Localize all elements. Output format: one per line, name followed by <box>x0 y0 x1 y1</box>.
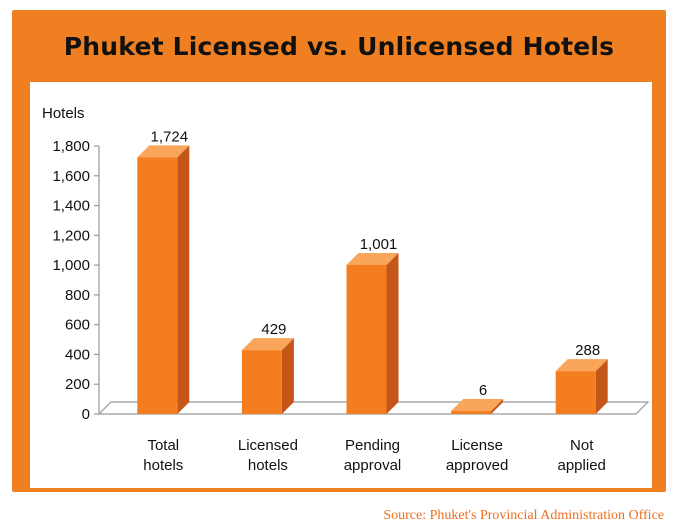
bar-side-4 <box>595 359 608 414</box>
bar-2 <box>346 264 387 414</box>
bar-top-1 <box>241 338 294 351</box>
y-tick-label-800: 800 <box>65 287 90 304</box>
bar-side-2 <box>386 252 399 414</box>
x-tick-label-3-1: approved <box>446 457 509 474</box>
bar-top-4 <box>555 359 608 372</box>
bar-chart: 0 200 400 600 800 1,000 1,200 1,400 1,600 1,800 Ho… <box>42 105 650 474</box>
y-axis-label: Hotels <box>42 105 85 122</box>
chart-title: Phuket Licensed vs. Unlicensed Hotels <box>63 31 615 61</box>
y-tick-label-400: 400 <box>65 346 90 363</box>
bar-side-1 <box>281 338 294 414</box>
x-tick-label-4-1: applied <box>558 457 606 474</box>
source-note: Source: Phuket's Provincial Administrati… <box>383 508 664 523</box>
chart-panel: 0 200 400 600 800 1,000 1,200 1,400 1,600 1,800 Ho… <box>30 82 652 488</box>
data-label-0: 1,724 <box>151 128 189 145</box>
x-tick-label-0-0: Total <box>147 437 179 454</box>
x-tick-label-2-0: Pending <box>345 437 400 454</box>
y-tick-label-600: 600 <box>65 317 90 334</box>
bar-0 <box>137 157 178 414</box>
bar-3 <box>451 411 492 414</box>
x-tick-label-4-0: Not <box>570 437 594 454</box>
y-tick-label-1000: 1,000 <box>52 257 90 274</box>
bar-top-3 <box>451 399 504 411</box>
x-tick-label-1-1: hotels <box>248 457 288 474</box>
bar-side-0 <box>177 145 190 414</box>
y-tick-label-1200: 1,200 <box>52 227 90 244</box>
bar-side-3 <box>491 399 504 414</box>
bar-top-0 <box>137 145 190 158</box>
bar-4 <box>555 371 596 414</box>
chart-frame: Phuket Licensed vs. Unlicensed Hotels 0 2… <box>12 10 666 492</box>
x-tick-label-0-1: hotels <box>143 457 183 474</box>
data-label-3: 6 <box>479 382 487 399</box>
data-label-2: 1,001 <box>360 236 398 253</box>
y-tick-label-200: 200 <box>65 376 90 393</box>
x-tick-label-1-0: Licensed <box>238 437 298 454</box>
y-tick-label-0: 0 <box>82 406 90 423</box>
data-label-4: 288 <box>575 342 600 359</box>
x-tick-label-2-1: approval <box>344 457 402 474</box>
data-label-1: 429 <box>261 321 286 338</box>
x-tick-label-3-0: License <box>451 437 503 454</box>
y-tick-label-1400: 1,400 <box>52 198 90 215</box>
y-tick-label-1800: 1,800 <box>52 138 90 155</box>
y-tick-label-1600: 1,600 <box>52 168 90 185</box>
bar-top-2 <box>346 252 399 265</box>
bar-1 <box>241 350 282 414</box>
